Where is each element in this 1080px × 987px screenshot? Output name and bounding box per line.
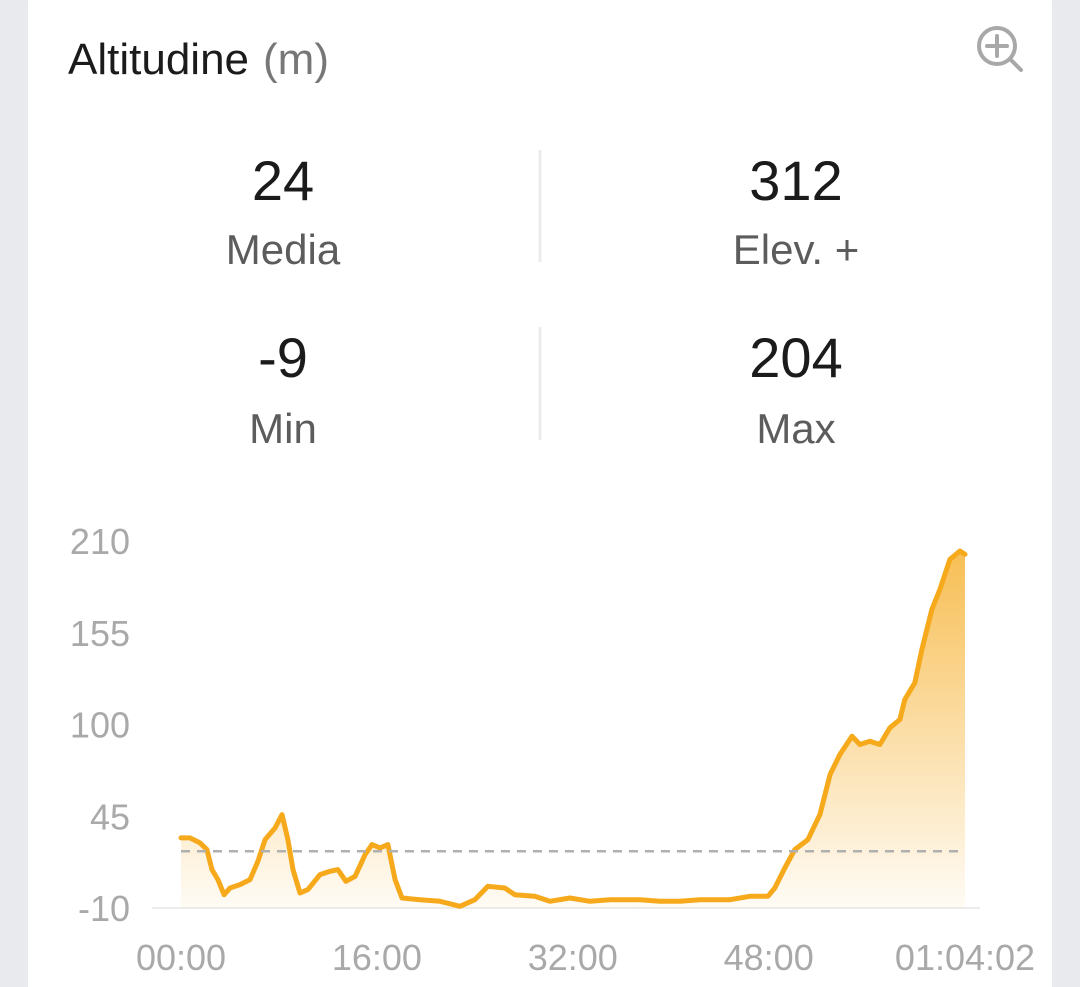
x-tick-label: 01:04:02	[895, 937, 1035, 978]
area-fill	[181, 551, 965, 908]
title-text: Altitudine	[68, 35, 249, 84]
stat-label: Min	[249, 405, 317, 452]
x-tick-label: 16:00	[332, 937, 422, 978]
y-tick-label: 100	[70, 705, 130, 746]
stat-value: 204	[749, 326, 842, 389]
stat-value: 312	[749, 149, 842, 212]
stat-label: Media	[226, 226, 341, 273]
unit-text: (m)	[263, 35, 329, 84]
card-title: Altitudine (m)	[68, 35, 329, 84]
stat-value: 24	[252, 149, 314, 212]
stat-label: Elev. +	[733, 226, 859, 273]
stat-value: -9	[258, 326, 308, 389]
y-tick-label: 210	[70, 521, 130, 562]
line	[178, 548, 968, 909]
card	[28, 0, 1052, 987]
x-tick-label: 00:00	[136, 937, 226, 978]
chart: -10 45 100 155 210 00:00 16:00 32:00 48:00 01:04:…	[70, 521, 1035, 978]
y-tick-label: 45	[90, 796, 130, 837]
stat-label: Max	[756, 405, 835, 452]
stats: 24 Media 312 Elev. + -9 Min 204 Max	[226, 149, 859, 452]
x-tick-label: 48:00	[724, 937, 814, 978]
x-tick-label: 32:00	[528, 937, 618, 978]
y-tick-label: -10	[78, 888, 130, 929]
zoom-button[interactable]	[977, 26, 1023, 72]
y-tick-label: 155	[70, 613, 130, 654]
